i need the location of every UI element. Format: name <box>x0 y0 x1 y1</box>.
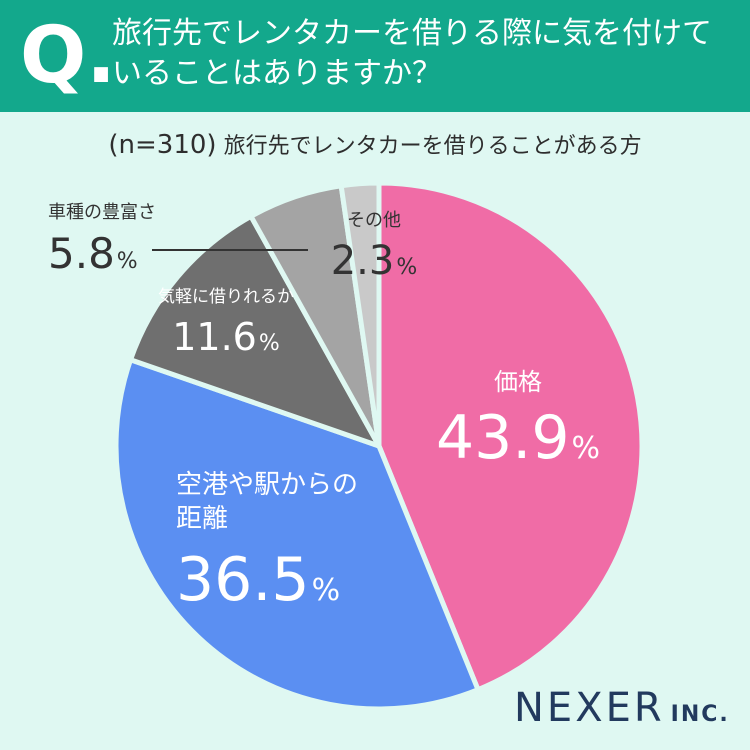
slice-easy-rental <box>128 213 382 449</box>
label-car-variety: 車種の豊富さ <box>48 202 156 223</box>
question-header: Q. 旅行先でレンタカーを借りる際に気を付けて いることはありますか？ <box>0 0 750 112</box>
value-other: 2.3% <box>331 238 418 284</box>
value-price: 43.9% <box>436 403 600 473</box>
label-distance-line-1: 空港や駅からの <box>176 470 358 500</box>
question-line-1: 旅行先でレンタカーを借りる際に気を付けて <box>112 16 712 51</box>
sample-target: 旅行先でレンタカーを借りることがある方 <box>223 134 642 159</box>
question-mark: Q. <box>20 11 116 101</box>
value-easy-rental: 11.6% <box>172 315 280 359</box>
label-distance-line-2: 距離 <box>176 504 228 534</box>
nexer-logo: NEXER INC. <box>514 686 730 737</box>
logo-suffix: INC. <box>670 702 730 727</box>
label-other: その他 <box>347 210 401 231</box>
sample-description: (n=310) 旅行先でレンタカーを借りることがある方 <box>0 128 750 164</box>
question-text: 旅行先でレンタカーを借りる際に気を付けて いることはありますか？ <box>112 14 732 94</box>
label-price: 価格 <box>494 368 542 396</box>
value-distance: 36.5% <box>176 545 340 615</box>
slice-distance <box>113 357 481 712</box>
logo-name: NEXER <box>514 685 665 731</box>
question-line-2: いることはありますか？ <box>112 56 442 91</box>
slice-other <box>338 180 382 449</box>
sample-size: (n=310) <box>108 130 217 160</box>
value-car-variety: 5.8% <box>48 229 138 278</box>
label-easy-rental: 気軽に借りれるか <box>158 287 294 307</box>
slice-price <box>376 180 645 693</box>
